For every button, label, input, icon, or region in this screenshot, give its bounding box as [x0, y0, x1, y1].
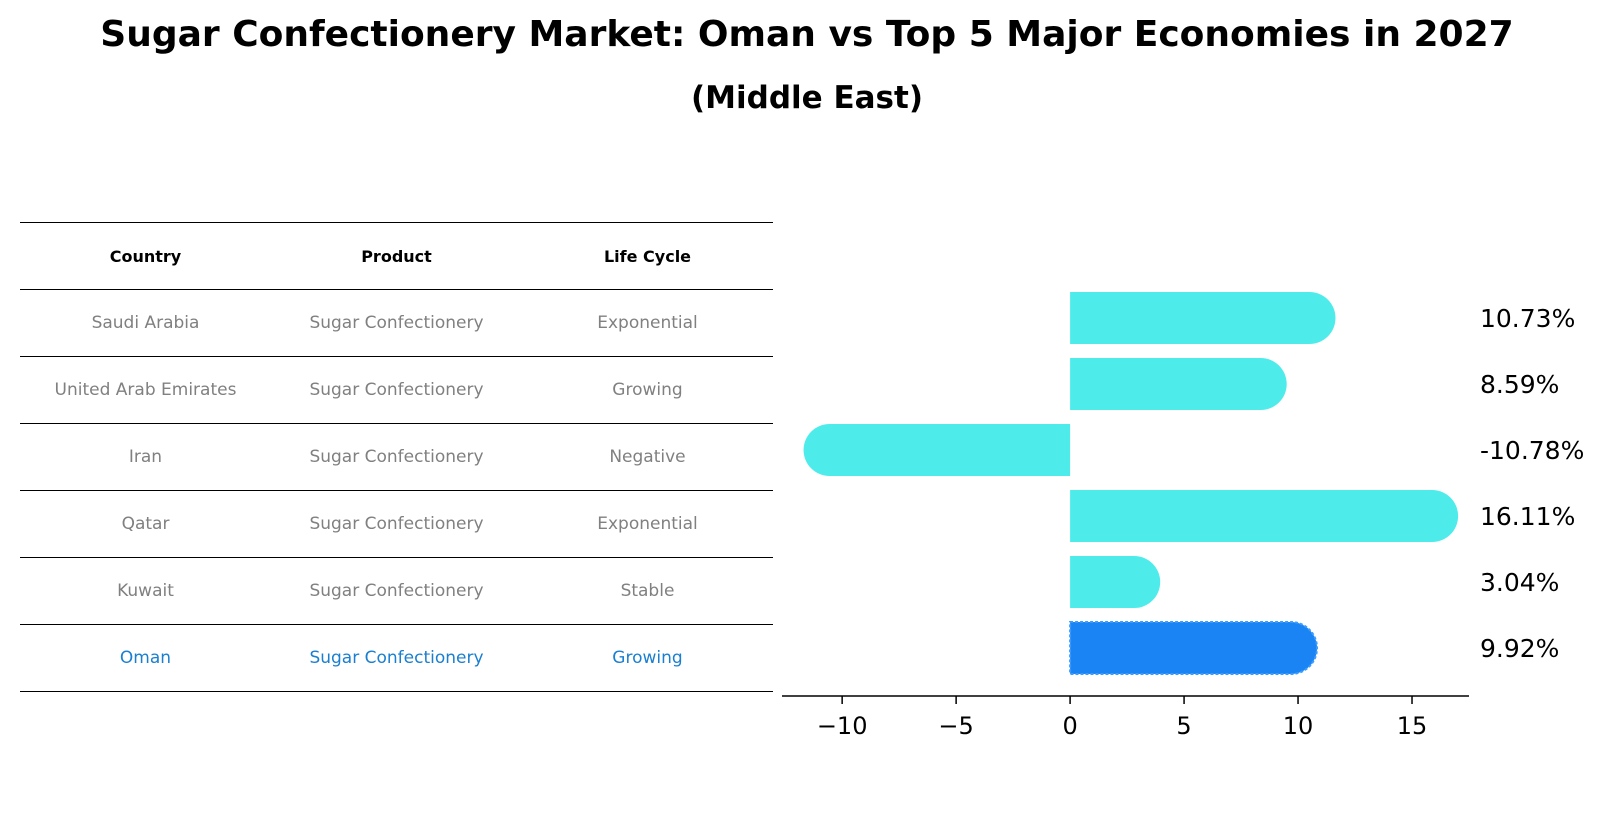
chart-subtitle: (Middle East) — [690, 80, 923, 116]
product-cell: Sugar Confectionery — [309, 648, 484, 668]
life-cycle-cell: Negative — [609, 447, 686, 467]
x-tick-label: 15 — [1397, 712, 1428, 740]
x-tick-label: 5 — [1176, 712, 1191, 740]
value-label: 10.73% — [1480, 304, 1575, 333]
table-row: Iran Sugar Confectionery Negative — [20, 423, 773, 490]
header-product: Product — [361, 246, 432, 266]
header-country: Country — [109, 246, 182, 266]
life-cycle-cell: Growing — [612, 648, 683, 668]
life-cycle-cell: Exponential — [597, 313, 698, 333]
table-header-row: Country Product Life Cycle — [20, 222, 773, 289]
table-row: Kuwait Sugar Confectionery Stable — [20, 557, 773, 624]
table-row: United Arab Emirates Sugar Confectionery… — [20, 356, 773, 423]
country-cell: Qatar — [121, 514, 170, 534]
country-cell: Saudi Arabia — [91, 313, 200, 333]
country-cell: Kuwait — [117, 581, 174, 601]
value-label: 3.04% — [1480, 568, 1559, 597]
country-cell: United Arab Emirates — [54, 380, 237, 400]
x-tick-label: 10 — [1283, 712, 1314, 740]
growth-bar-chart: 10.73% 8.59% -10.78% 16.11% 3.04% 9.92% −10 −5 0… — [782, 292, 1584, 740]
x-tick-label: −5 — [938, 712, 973, 740]
product-cell: Sugar Confectionery — [309, 380, 484, 400]
value-label: 8.59% — [1480, 370, 1559, 399]
product-cell: Sugar Confectionery — [309, 514, 484, 534]
x-tick-label: 0 — [1062, 712, 1077, 740]
table-row-highlighted: Oman Sugar Confectionery Growing — [20, 624, 773, 692]
life-cycle-cell: Growing — [612, 380, 683, 400]
bar-highlighted — [1069, 621, 1319, 675]
value-label: -10.78% — [1480, 436, 1584, 465]
table-row: Saudi Arabia Sugar Confectionery Exponen… — [20, 289, 773, 356]
bar — [1070, 490, 1459, 542]
product-cell: Sugar Confectionery — [309, 581, 484, 601]
product-cell: Sugar Confectionery — [309, 313, 484, 333]
bar — [1070, 556, 1161, 608]
bar — [803, 424, 1071, 476]
life-cycle-cell: Exponential — [597, 514, 698, 534]
chart-title: Sugar Confectionery Market: Oman vs Top … — [100, 14, 1514, 55]
header-life-cycle: Life Cycle — [603, 246, 692, 266]
life-cycle-cell: Stable — [620, 581, 675, 601]
value-label: 9.92% — [1480, 634, 1559, 663]
bar — [1070, 292, 1336, 344]
product-cell: Sugar Confectionery — [309, 447, 484, 467]
x-tick-label: −10 — [817, 712, 868, 740]
table-row: Qatar Sugar Confectionery Exponential — [20, 490, 773, 557]
country-cell: Iran — [128, 447, 163, 467]
value-label: 16.11% — [1480, 502, 1575, 531]
country-table: Country Product Life Cycle Saudi Arabia … — [20, 222, 773, 692]
bar — [1070, 358, 1287, 410]
country-cell: Oman — [119, 648, 172, 668]
